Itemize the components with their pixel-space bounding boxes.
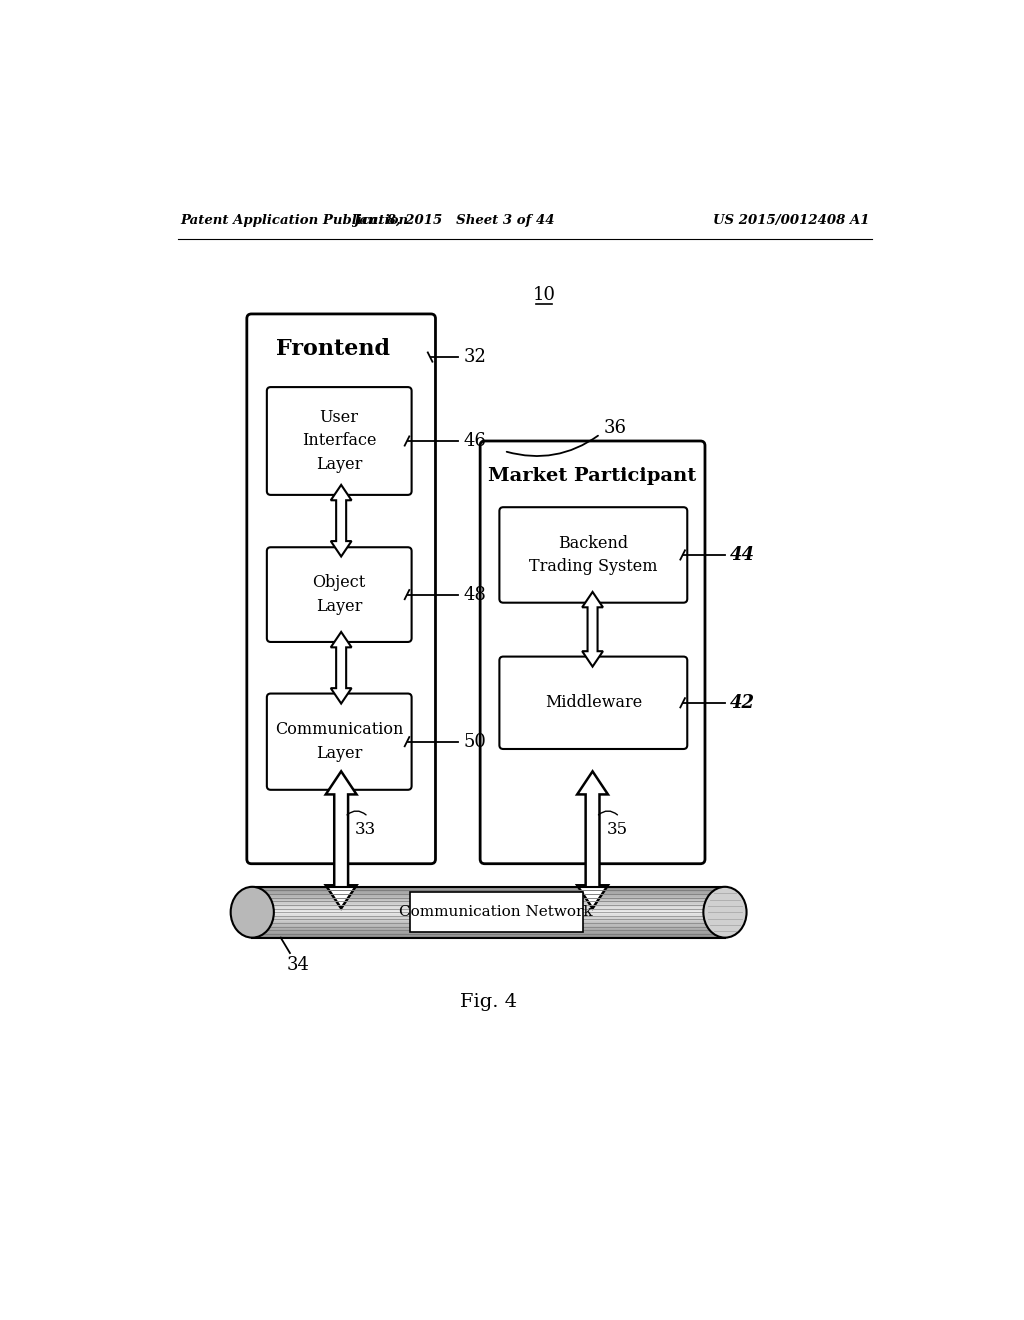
Bar <box>252 929 725 931</box>
Bar <box>252 936 725 937</box>
Ellipse shape <box>703 887 746 937</box>
Bar <box>252 896 725 899</box>
Text: 36: 36 <box>604 418 627 437</box>
Bar <box>252 921 725 924</box>
Bar <box>252 907 725 909</box>
Bar <box>252 931 725 932</box>
Bar <box>252 899 725 900</box>
Text: Jan. 8, 2015   Sheet 3 of 44: Jan. 8, 2015 Sheet 3 of 44 <box>353 214 555 227</box>
Bar <box>252 915 725 917</box>
Bar <box>252 902 725 904</box>
FancyBboxPatch shape <box>500 656 687 748</box>
FancyBboxPatch shape <box>480 441 705 863</box>
Polygon shape <box>331 484 351 557</box>
Text: 35: 35 <box>606 821 628 838</box>
Bar <box>252 913 725 916</box>
Text: US 2015/0012408 A1: US 2015/0012408 A1 <box>714 214 869 227</box>
Bar <box>252 911 725 912</box>
Text: 44: 44 <box>730 546 756 564</box>
Bar <box>252 917 725 919</box>
FancyBboxPatch shape <box>267 387 412 495</box>
Bar <box>252 888 725 890</box>
Text: 42: 42 <box>730 694 756 711</box>
Text: Object
Layer: Object Layer <box>312 574 366 615</box>
Text: Communication
Layer: Communication Layer <box>275 722 403 762</box>
Text: Communication Network: Communication Network <box>399 906 593 919</box>
Bar <box>252 919 725 921</box>
Text: 10: 10 <box>532 286 556 305</box>
Text: Backend
Trading System: Backend Trading System <box>529 535 657 576</box>
Text: Middleware: Middleware <box>545 694 642 711</box>
Polygon shape <box>583 591 603 667</box>
Polygon shape <box>578 771 608 908</box>
Text: 46: 46 <box>463 432 486 450</box>
Bar <box>252 903 725 906</box>
Bar <box>252 887 725 888</box>
Bar <box>252 891 725 894</box>
Text: User
Interface
Layer: User Interface Layer <box>302 409 377 473</box>
Bar <box>252 920 725 923</box>
FancyBboxPatch shape <box>500 507 687 603</box>
FancyBboxPatch shape <box>247 314 435 863</box>
Bar <box>252 932 725 935</box>
Bar <box>252 927 725 929</box>
Text: 34: 34 <box>287 957 309 974</box>
Bar <box>252 900 725 902</box>
Bar <box>252 925 725 928</box>
Bar <box>252 908 725 911</box>
FancyBboxPatch shape <box>410 892 583 932</box>
Bar <box>252 894 725 895</box>
Text: Market Participant: Market Participant <box>488 467 696 486</box>
FancyBboxPatch shape <box>267 548 412 642</box>
FancyBboxPatch shape <box>267 693 412 789</box>
Bar <box>252 895 725 898</box>
Text: 32: 32 <box>463 348 486 366</box>
Bar <box>252 924 725 925</box>
Bar <box>252 906 725 907</box>
Bar <box>252 912 725 913</box>
Text: 33: 33 <box>355 821 376 838</box>
Bar <box>252 890 725 892</box>
Polygon shape <box>326 771 356 908</box>
Text: 48: 48 <box>463 586 486 603</box>
Text: Frontend: Frontend <box>276 338 390 360</box>
Text: Fig. 4: Fig. 4 <box>460 993 517 1011</box>
Text: 50: 50 <box>463 733 486 751</box>
Ellipse shape <box>230 887 273 937</box>
Bar <box>252 933 725 936</box>
Polygon shape <box>331 632 351 704</box>
Text: Patent Application Publication: Patent Application Publication <box>180 214 409 227</box>
